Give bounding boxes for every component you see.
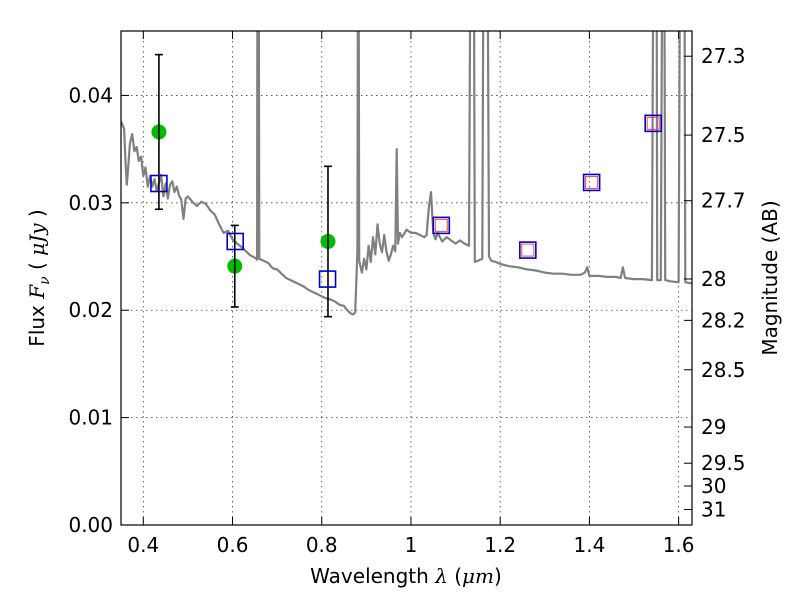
model-flux-small-square <box>434 218 448 232</box>
model-flux-square <box>150 174 168 193</box>
y-tick-label: 0.00 <box>68 513 113 537</box>
y-axis-label-post: ) <box>25 209 49 223</box>
plot-background <box>121 31 692 525</box>
y-axis-label-unit: μJy <box>25 223 49 256</box>
x-tick-label: 0.6 <box>217 533 249 557</box>
x-axis-label-unit: μm <box>462 564 494 588</box>
x-tick-label: 1.6 <box>663 533 695 557</box>
y-tick-label: 0.01 <box>68 406 113 430</box>
y-axis-label-mid: ( <box>25 256 49 277</box>
x-tick-label: 1 <box>405 533 418 557</box>
model-flux-square <box>582 173 601 192</box>
y2-tick-label: 29.5 <box>701 451 746 475</box>
x-axis-label-mid: ( <box>448 564 462 588</box>
y2-tick-label: 28.2 <box>701 308 746 332</box>
plot-frame <box>120 30 693 526</box>
y-tick-label: 0.03 <box>68 191 113 215</box>
model-flux-square <box>226 232 244 251</box>
y2-tick-label: 27.3 <box>701 44 746 68</box>
model-flux-small-square <box>646 116 660 130</box>
model-flux-square <box>519 241 537 259</box>
x-tick-label: 1.2 <box>484 533 516 557</box>
x-tick-label: 0.4 <box>127 533 159 557</box>
x-tick-label: 0.8 <box>306 533 338 557</box>
y2-tick-label: 28.5 <box>701 358 746 382</box>
x-axis-label: Wavelength λ (μm) <box>310 564 502 588</box>
model-flux-small-square <box>521 243 535 257</box>
y-tick-label: 0.04 <box>68 83 113 107</box>
y2-tick-label: 27.7 <box>701 189 746 213</box>
model-flux-square <box>318 270 337 288</box>
y-tick-label: 0.02 <box>68 298 113 322</box>
plot-area <box>121 31 692 318</box>
y2-tick-label: 29 <box>701 415 726 439</box>
y-axis-label-var: F <box>25 284 49 300</box>
y-axis-label: Flux Fν ( μJy ) <box>25 209 53 346</box>
y-axis-label-pre: Flux <box>25 299 49 347</box>
x-axis-label-post: ) <box>494 564 502 588</box>
y2-axis-label: Magnitude (AB) <box>758 200 782 355</box>
y-axis-label-sub: ν <box>37 276 53 285</box>
y2-tick-label: 30 <box>701 474 726 498</box>
y2-tick-label: 28 <box>701 267 726 291</box>
model-flux-small-square <box>585 175 599 189</box>
axes: 0.4 0.6 0.8 1 1.2 1.4 1.6 0.00 0.01 0.02 0.03 0.04 2… <box>68 31 746 557</box>
model-spectrum-line <box>121 31 692 316</box>
model-flux-square <box>644 114 662 133</box>
x-tick-label: 1.4 <box>573 533 605 557</box>
y2-tick-label: 27.5 <box>701 123 746 147</box>
x-axis-label-var: λ <box>434 564 448 588</box>
y2-tick-label: 31 <box>701 497 726 521</box>
x-axis-label-pre: Wavelength <box>310 564 435 588</box>
model-flux-square <box>432 216 451 235</box>
